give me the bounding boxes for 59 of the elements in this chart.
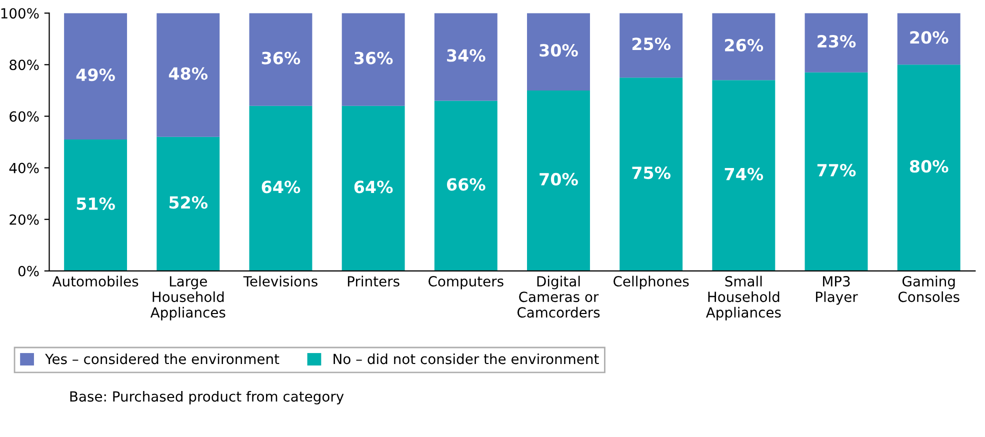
data-label: 25% bbox=[632, 38, 670, 50]
y-tick-label: 0% bbox=[18, 266, 39, 276]
data-label: 66% bbox=[446, 178, 486, 191]
legend-label: No – did not consider the environment bbox=[334, 353, 599, 364]
y-tick-label: 40% bbox=[9, 162, 39, 174]
data-label: 34% bbox=[447, 49, 486, 62]
x-tick-label: MP3 Player bbox=[816, 276, 858, 305]
data-label: 51% bbox=[76, 197, 115, 210]
bar bbox=[434, 13, 498, 101]
bar bbox=[897, 64, 960, 271]
data-label: 36% bbox=[354, 52, 393, 64]
x-tick-label: Televisions bbox=[243, 276, 318, 287]
x-tick-label: Automobiles bbox=[52, 276, 138, 287]
data-label: 49% bbox=[76, 68, 115, 82]
bar bbox=[897, 13, 960, 65]
data-label: 75% bbox=[632, 166, 670, 180]
bar bbox=[342, 13, 405, 106]
data-label: 74% bbox=[724, 168, 764, 180]
data-label: 30% bbox=[540, 44, 578, 57]
data-label: 77% bbox=[817, 164, 856, 177]
data-label: 70% bbox=[540, 172, 578, 186]
bar bbox=[620, 78, 683, 271]
data-label: 80% bbox=[910, 160, 948, 173]
legend-label: Yes – considered the environment bbox=[45, 353, 280, 364]
bar bbox=[527, 90, 590, 271]
x-tick-label: Small Household Appliances bbox=[706, 276, 781, 320]
bar bbox=[156, 136, 220, 271]
bar bbox=[804, 13, 868, 72]
y-tick-label: 100% bbox=[1, 8, 39, 19]
bar bbox=[64, 13, 128, 140]
data-label: 64% bbox=[262, 180, 300, 194]
bar bbox=[249, 13, 312, 106]
y-tick-label: 80% bbox=[10, 60, 39, 70]
bar bbox=[804, 72, 868, 271]
x-tick-label: Large Household Appliances bbox=[150, 276, 226, 320]
bar bbox=[434, 100, 498, 271]
data-label: 64% bbox=[354, 180, 393, 194]
bar bbox=[620, 13, 683, 78]
text: Base: Purchased product from category bbox=[70, 390, 344, 404]
bar bbox=[156, 13, 220, 137]
x-tick-label: Cellphones bbox=[614, 276, 689, 290]
x-tick-label: Printers bbox=[348, 276, 400, 287]
x-tick-label: Computers bbox=[428, 276, 504, 290]
data-label: 36% bbox=[262, 52, 300, 64]
data-label: 23% bbox=[818, 34, 856, 48]
data-label: 20% bbox=[910, 31, 948, 44]
data-label: 48% bbox=[168, 67, 208, 80]
x-tick-label: Digital Cameras or Camcorders bbox=[517, 276, 600, 318]
x-tick-label: Gaming Consoles bbox=[898, 276, 960, 302]
y-tick-label: 20% bbox=[10, 214, 39, 225]
y-tick-label: 60% bbox=[10, 111, 39, 122]
bar bbox=[527, 13, 590, 90]
bar bbox=[249, 106, 312, 271]
bar bbox=[712, 13, 776, 80]
bar bbox=[64, 139, 128, 271]
data-label: 26% bbox=[725, 38, 764, 52]
data-label: 52% bbox=[169, 196, 208, 209]
bar bbox=[712, 80, 776, 271]
bar bbox=[342, 106, 405, 271]
